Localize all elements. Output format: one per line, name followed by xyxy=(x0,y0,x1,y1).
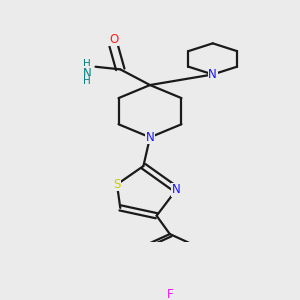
Text: F: F xyxy=(167,288,173,300)
Text: O: O xyxy=(109,33,118,46)
Text: H: H xyxy=(83,76,91,86)
Text: N: N xyxy=(83,67,92,80)
Text: H: H xyxy=(83,59,91,69)
Text: N: N xyxy=(208,68,217,81)
Text: N: N xyxy=(146,131,154,144)
Text: N: N xyxy=(172,183,181,196)
Text: S: S xyxy=(113,178,121,191)
